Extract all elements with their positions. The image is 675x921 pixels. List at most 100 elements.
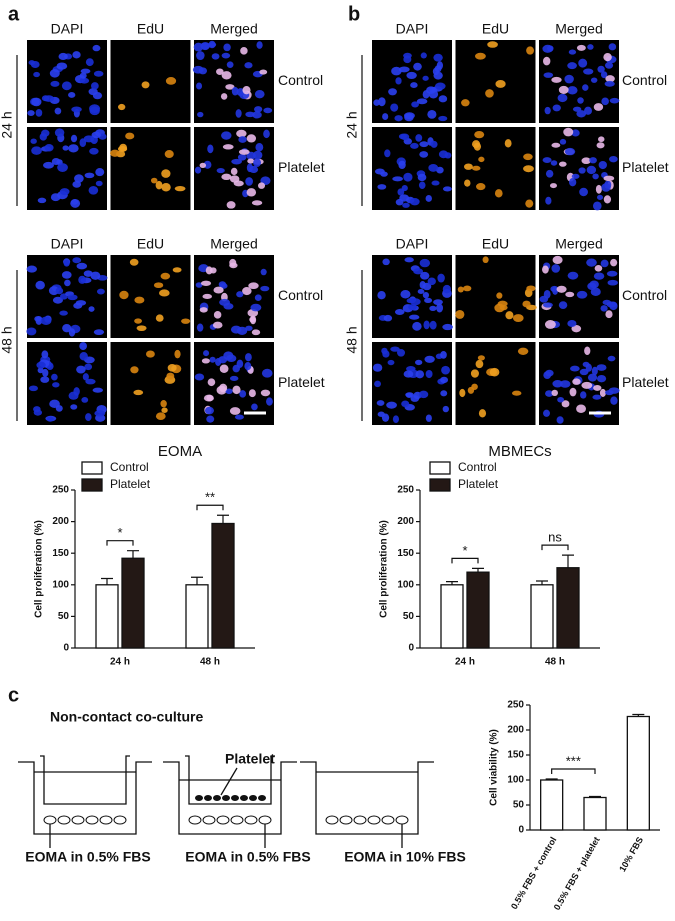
nucleus bbox=[79, 342, 87, 351]
nucleus bbox=[459, 388, 466, 398]
nucleus bbox=[76, 262, 88, 270]
legend-label: Control bbox=[110, 460, 149, 474]
nucleus bbox=[477, 355, 485, 361]
nucleus bbox=[134, 296, 145, 304]
nucleus bbox=[266, 397, 273, 406]
column-header: Merged bbox=[555, 236, 602, 252]
micrograph bbox=[455, 255, 537, 338]
nucleus bbox=[402, 202, 410, 208]
nucleus bbox=[155, 314, 164, 322]
y-tick-label: 200 bbox=[52, 516, 69, 527]
nucleus bbox=[593, 103, 604, 111]
nucleus bbox=[567, 86, 578, 95]
nucleus bbox=[254, 106, 263, 113]
nucleus bbox=[578, 58, 588, 68]
x-tick-label: 0.5% FBS + control bbox=[509, 835, 559, 911]
nucleus bbox=[404, 257, 414, 263]
nucleus bbox=[211, 53, 220, 60]
nucleus bbox=[248, 389, 256, 398]
nucleus bbox=[79, 77, 90, 84]
nucleus bbox=[394, 309, 405, 315]
nucleus bbox=[237, 153, 247, 161]
nucleus bbox=[512, 314, 524, 323]
nucleus bbox=[260, 389, 271, 397]
nucleus bbox=[592, 173, 599, 180]
nucleus bbox=[110, 149, 120, 157]
nucleus bbox=[471, 140, 481, 149]
nucleus bbox=[565, 291, 575, 298]
nucleus bbox=[586, 258, 597, 267]
error-bar bbox=[562, 554, 574, 568]
nucleus bbox=[221, 173, 232, 181]
nucleus bbox=[590, 77, 598, 83]
nucleus bbox=[455, 309, 465, 319]
nucleus bbox=[382, 350, 390, 358]
significance-bracket bbox=[106, 540, 134, 546]
nucleus bbox=[401, 185, 408, 192]
y-axis-label: Cell viability (%) bbox=[489, 729, 500, 806]
nucleus bbox=[57, 163, 68, 172]
nucleus bbox=[430, 140, 438, 148]
nucleus bbox=[133, 389, 144, 396]
nucleus bbox=[462, 285, 472, 292]
x-tick-label: 48 h bbox=[200, 657, 220, 668]
nucleus bbox=[37, 367, 44, 374]
y-tick-label: 150 bbox=[52, 548, 69, 559]
nucleus bbox=[238, 149, 250, 155]
nucleus bbox=[252, 150, 263, 160]
nucleus bbox=[433, 53, 443, 62]
nucleus bbox=[604, 61, 614, 69]
nucleus bbox=[91, 131, 101, 139]
nucleus bbox=[261, 368, 273, 378]
nucleus bbox=[571, 173, 580, 179]
nucleus bbox=[90, 271, 101, 280]
nucleus bbox=[595, 184, 602, 194]
y-tick-label: 100 bbox=[397, 579, 414, 590]
nucleus bbox=[576, 44, 586, 51]
nucleus bbox=[601, 97, 609, 106]
nucleus bbox=[471, 165, 481, 171]
x-tick-label: 24 h bbox=[110, 657, 130, 668]
nucleus bbox=[92, 387, 103, 393]
nucleus bbox=[494, 303, 505, 313]
nucleus bbox=[235, 109, 242, 118]
y-tick-label: 250 bbox=[507, 700, 524, 711]
y-tick-label: 150 bbox=[507, 750, 524, 761]
nucleus bbox=[85, 413, 92, 422]
row-label: Platelet bbox=[622, 159, 669, 175]
nucleus bbox=[476, 183, 486, 191]
nucleus bbox=[203, 350, 210, 357]
nucleus bbox=[517, 347, 529, 355]
nucleus bbox=[216, 167, 225, 174]
nucleus bbox=[567, 319, 577, 327]
nucleus bbox=[203, 394, 214, 402]
nucleus bbox=[35, 109, 43, 117]
nucleus bbox=[552, 104, 561, 112]
y-tick-label: 50 bbox=[403, 611, 415, 622]
nucleus bbox=[41, 350, 49, 359]
nucleus bbox=[236, 291, 244, 298]
y-tick-label: 50 bbox=[513, 800, 525, 811]
nucleus bbox=[59, 310, 68, 316]
nucleus bbox=[578, 167, 586, 174]
nucleus bbox=[610, 396, 618, 405]
nucleus bbox=[544, 320, 556, 329]
nucleus bbox=[251, 403, 258, 411]
nucleus bbox=[417, 173, 427, 182]
nucleus bbox=[609, 97, 620, 104]
nucleus bbox=[423, 320, 430, 330]
nucleus bbox=[93, 70, 104, 77]
nucleus bbox=[567, 271, 579, 280]
nucleus bbox=[585, 363, 592, 372]
nucleus bbox=[433, 71, 443, 80]
nucleus bbox=[542, 302, 553, 308]
y-tick-label: 200 bbox=[397, 516, 414, 527]
significance-bracket bbox=[551, 768, 596, 774]
nucleus bbox=[405, 392, 414, 398]
nucleus bbox=[435, 82, 446, 90]
micrograph bbox=[539, 40, 620, 123]
nucleus bbox=[551, 389, 558, 396]
row-label: Control bbox=[622, 287, 667, 303]
nucleus bbox=[245, 325, 253, 331]
